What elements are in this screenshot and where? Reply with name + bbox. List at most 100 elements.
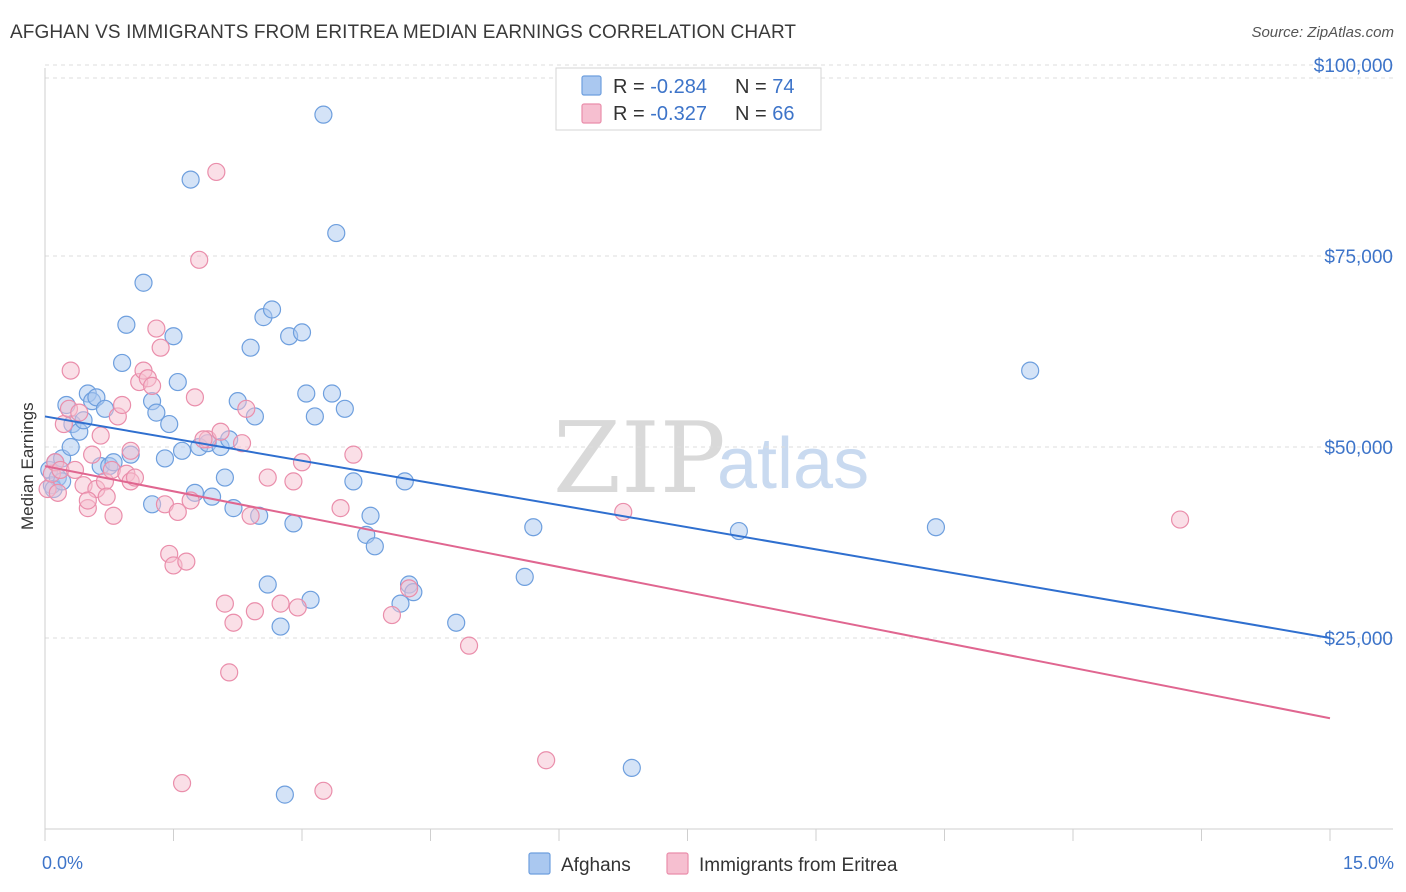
eritrea-point bbox=[537, 751, 556, 770]
eritrea-point bbox=[177, 552, 196, 571]
eritrea-point bbox=[48, 483, 67, 502]
eritrea-point bbox=[459, 636, 479, 655]
watermark-atlas: atlas bbox=[717, 424, 869, 504]
afghans-point bbox=[926, 518, 946, 537]
eritrea-point bbox=[220, 663, 239, 682]
eritrea-point bbox=[78, 491, 97, 510]
legend-swatch-eritrea bbox=[581, 103, 602, 124]
legend-n-value-eritrea: 66 bbox=[772, 103, 794, 125]
eritrea-point bbox=[215, 594, 234, 613]
afghans-point bbox=[262, 300, 282, 319]
y-axis-label: Median Earnings bbox=[18, 402, 37, 530]
afghans-point bbox=[344, 472, 363, 491]
afghans-point bbox=[112, 353, 132, 373]
afghans-point bbox=[284, 514, 303, 533]
legend-r-value-afghans: -0.284 bbox=[650, 76, 707, 98]
afghans-point bbox=[1021, 361, 1040, 380]
y-tick-label: $100,000 bbox=[1314, 56, 1393, 77]
eritrea-point bbox=[83, 445, 102, 464]
y-tick-label: $50,000 bbox=[1324, 438, 1393, 459]
afghans-point bbox=[172, 441, 192, 460]
eritrea-point bbox=[382, 605, 402, 625]
afghans-point bbox=[241, 338, 260, 357]
legend-r-value-eritrea: -0.327 bbox=[650, 103, 707, 125]
afghans-point bbox=[61, 437, 80, 457]
afghans-point bbox=[275, 785, 294, 804]
eritrea-point bbox=[172, 774, 192, 793]
afghans-point bbox=[365, 537, 384, 556]
trend-line-eritrea bbox=[44, 465, 1331, 720]
eritrea-point bbox=[331, 499, 350, 518]
legend-bottom-swatch-afghans bbox=[528, 852, 551, 875]
afghans-point bbox=[258, 575, 277, 594]
afghans-point bbox=[160, 414, 179, 434]
afghans-point bbox=[164, 327, 183, 346]
legend-top: R = -0.284 N = 74 R = -0.327 N = 66 bbox=[555, 67, 822, 131]
legend-bottom-label-afghans: Afghans bbox=[561, 855, 631, 876]
eritrea-point bbox=[224, 613, 243, 632]
legend-r-label-afghans: R = bbox=[613, 76, 650, 98]
svg-text:R = -0.284: R = -0.284 bbox=[613, 76, 707, 98]
eritrea-point bbox=[104, 506, 123, 525]
x-tick-label-max: 15.0% bbox=[1343, 853, 1394, 873]
series-eritrea-points bbox=[38, 162, 1190, 800]
eritrea-point bbox=[190, 250, 209, 269]
watermark-zip: ZIP bbox=[553, 402, 726, 516]
afghans-point bbox=[297, 384, 316, 403]
source-label: Source: ZipAtlas.com bbox=[1251, 24, 1394, 41]
y-tick-label: $25,000 bbox=[1324, 629, 1393, 650]
eritrea-point bbox=[245, 602, 264, 621]
eritrea-point bbox=[91, 426, 110, 445]
afghans-point bbox=[168, 372, 187, 392]
afghans-point bbox=[292, 323, 312, 342]
eritrea-point bbox=[288, 598, 307, 617]
eritrea-point bbox=[207, 162, 226, 182]
afghans-point bbox=[622, 758, 641, 777]
afghans-point bbox=[305, 407, 324, 426]
afghans-point bbox=[395, 472, 414, 491]
eritrea-point bbox=[125, 468, 145, 487]
afghans-point bbox=[271, 617, 290, 636]
afghans-point bbox=[314, 105, 333, 124]
x-tick-labels: 0.0% 15.0% bbox=[42, 853, 1394, 873]
eritrea-point bbox=[271, 594, 290, 613]
eritrea-point bbox=[241, 506, 260, 525]
y-tick-labels: $25,000 $50,000 $75,000 $100,000 bbox=[1314, 56, 1393, 650]
svg-text:N = 66: N = 66 bbox=[735, 103, 795, 125]
eritrea-point bbox=[112, 395, 132, 415]
legend-swatch-afghans bbox=[581, 75, 602, 96]
svg-text:R = -0.327: R = -0.327 bbox=[613, 103, 707, 125]
eritrea-point bbox=[97, 487, 116, 506]
eritrea-point bbox=[1170, 510, 1190, 529]
legend-bottom-label-eritrea: Immigrants from Eritrea bbox=[699, 855, 898, 876]
afghans-point bbox=[215, 468, 234, 487]
afghans-point bbox=[155, 449, 175, 468]
eritrea-point bbox=[211, 422, 230, 441]
svg-text:N = 74: N = 74 bbox=[735, 76, 795, 98]
legend-bottom-swatch-eritrea bbox=[666, 852, 689, 875]
x-tick-label-min: 0.0% bbox=[42, 853, 83, 873]
axes bbox=[44, 68, 1393, 841]
chart-title: AFGHAN VS IMMIGRANTS FROM ERITREA MEDIAN… bbox=[10, 22, 797, 43]
eritrea-point bbox=[185, 388, 205, 407]
trend-lines bbox=[44, 415, 1331, 720]
afghans-point bbox=[361, 506, 380, 525]
eritrea-point bbox=[142, 376, 162, 395]
eritrea-point bbox=[284, 472, 303, 491]
legend-bottom: Afghans Immigrants from Eritrea bbox=[528, 852, 898, 876]
afghans-point bbox=[515, 567, 534, 586]
afghans-point bbox=[447, 613, 466, 632]
eritrea-point bbox=[168, 502, 187, 522]
trend-line-afghans bbox=[44, 415, 1331, 639]
afghans-point bbox=[202, 487, 222, 506]
eritrea-point bbox=[232, 434, 252, 453]
afghans-point bbox=[335, 399, 354, 418]
afghans-point bbox=[327, 223, 346, 243]
afghans-point bbox=[322, 384, 342, 403]
legend-n-label-eritrea: N = bbox=[735, 103, 772, 125]
eritrea-point bbox=[314, 781, 333, 800]
afghans-point bbox=[147, 403, 166, 422]
legend-r-label-eritrea: R = bbox=[613, 103, 650, 125]
afghans-point bbox=[524, 518, 543, 537]
